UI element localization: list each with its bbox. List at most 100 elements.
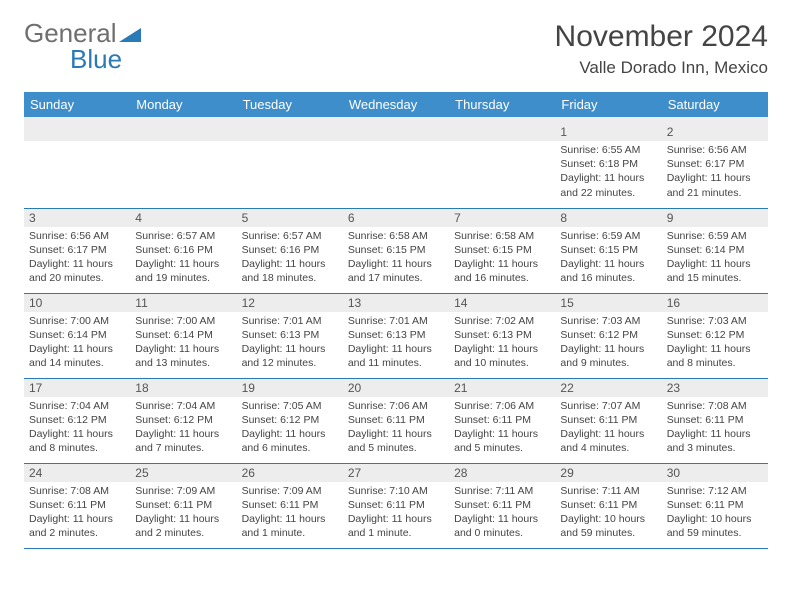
weekday-header: Wednesday <box>343 92 449 117</box>
calendar-day-cell: 25Sunrise: 7:09 AMSunset: 6:11 PMDayligh… <box>130 463 236 548</box>
day-details: Sunrise: 6:59 AMSunset: 6:15 PMDaylight:… <box>555 227 661 290</box>
logo: General Blue <box>24 20 141 72</box>
sunset-text: Sunset: 6:17 PM <box>667 157 763 171</box>
daylight-line-1: Daylight: 11 hours <box>242 512 338 526</box>
sunset-text: Sunset: 6:15 PM <box>454 243 550 257</box>
daylight-line-2: and 6 minutes. <box>242 441 338 455</box>
calendar-day-cell: 14Sunrise: 7:02 AMSunset: 6:13 PMDayligh… <box>449 293 555 378</box>
day-number: 18 <box>130 379 236 397</box>
sunset-text: Sunset: 6:14 PM <box>667 243 763 257</box>
daylight-line-2: and 14 minutes. <box>29 356 125 370</box>
sunrise-text: Sunrise: 6:58 AM <box>348 229 444 243</box>
sunrise-text: Sunrise: 7:09 AM <box>135 484 231 498</box>
sunrise-text: Sunrise: 7:11 AM <box>454 484 550 498</box>
daylight-line-1: Daylight: 11 hours <box>29 512 125 526</box>
day-number: 6 <box>343 209 449 227</box>
calendar-empty-cell <box>24 123 130 208</box>
logo-triangle-icon <box>119 20 141 46</box>
weekday-header: Tuesday <box>237 92 343 117</box>
logo-word-2: Blue <box>70 44 122 74</box>
day-number: 26 <box>237 464 343 482</box>
calendar-page: General Blue November 2024 Valle Dorado … <box>0 0 792 612</box>
day-number: 21 <box>449 379 555 397</box>
calendar-day-cell: 21Sunrise: 7:06 AMSunset: 6:11 PMDayligh… <box>449 378 555 463</box>
daylight-line-1: Daylight: 11 hours <box>560 342 656 356</box>
daylight-line-2: and 2 minutes. <box>135 526 231 540</box>
day-details: Sunrise: 7:01 AMSunset: 6:13 PMDaylight:… <box>343 312 449 375</box>
daylight-line-2: and 2 minutes. <box>29 526 125 540</box>
day-number: 5 <box>237 209 343 227</box>
sunrise-text: Sunrise: 7:02 AM <box>454 314 550 328</box>
calendar-day-cell: 15Sunrise: 7:03 AMSunset: 6:12 PMDayligh… <box>555 293 661 378</box>
calendar-day-cell: 4Sunrise: 6:57 AMSunset: 6:16 PMDaylight… <box>130 208 236 293</box>
daylight-line-1: Daylight: 11 hours <box>560 171 656 185</box>
daylight-line-1: Daylight: 11 hours <box>667 427 763 441</box>
calendar-day-cell: 26Sunrise: 7:09 AMSunset: 6:11 PMDayligh… <box>237 463 343 548</box>
day-number: 30 <box>662 464 768 482</box>
sunrise-text: Sunrise: 7:05 AM <box>242 399 338 413</box>
sunrise-text: Sunrise: 6:58 AM <box>454 229 550 243</box>
day-number: 4 <box>130 209 236 227</box>
daylight-line-2: and 18 minutes. <box>242 271 338 285</box>
daylight-line-1: Daylight: 11 hours <box>242 257 338 271</box>
calendar-empty-cell <box>237 123 343 208</box>
day-details: Sunrise: 7:00 AMSunset: 6:14 PMDaylight:… <box>24 312 130 375</box>
daylight-line-2: and 59 minutes. <box>667 526 763 540</box>
day-number: 27 <box>343 464 449 482</box>
weekday-header: Friday <box>555 92 661 117</box>
sunset-text: Sunset: 6:15 PM <box>348 243 444 257</box>
daylight-line-1: Daylight: 11 hours <box>135 512 231 526</box>
sunset-text: Sunset: 6:12 PM <box>135 413 231 427</box>
day-number: 15 <box>555 294 661 312</box>
day-details: Sunrise: 6:58 AMSunset: 6:15 PMDaylight:… <box>449 227 555 290</box>
calendar-day-cell: 13Sunrise: 7:01 AMSunset: 6:13 PMDayligh… <box>343 293 449 378</box>
sunset-text: Sunset: 6:12 PM <box>242 413 338 427</box>
sunset-text: Sunset: 6:14 PM <box>29 328 125 342</box>
sunset-text: Sunset: 6:12 PM <box>667 328 763 342</box>
daylight-line-1: Daylight: 11 hours <box>242 342 338 356</box>
day-details: Sunrise: 7:12 AMSunset: 6:11 PMDaylight:… <box>662 482 768 545</box>
sunset-text: Sunset: 6:11 PM <box>454 498 550 512</box>
sunrise-text: Sunrise: 7:10 AM <box>348 484 444 498</box>
daylight-line-1: Daylight: 11 hours <box>560 427 656 441</box>
sunset-text: Sunset: 6:11 PM <box>242 498 338 512</box>
logo-text: General Blue <box>24 20 141 72</box>
calendar-day-cell: 19Sunrise: 7:05 AMSunset: 6:12 PMDayligh… <box>237 378 343 463</box>
day-number: 10 <box>24 294 130 312</box>
daylight-line-1: Daylight: 11 hours <box>667 171 763 185</box>
sunrise-text: Sunrise: 6:59 AM <box>667 229 763 243</box>
day-number: 3 <box>24 209 130 227</box>
day-number: 12 <box>237 294 343 312</box>
daylight-line-1: Daylight: 11 hours <box>135 342 231 356</box>
day-details: Sunrise: 6:56 AMSunset: 6:17 PMDaylight:… <box>24 227 130 290</box>
sunset-text: Sunset: 6:12 PM <box>560 328 656 342</box>
day-number: 16 <box>662 294 768 312</box>
sunrise-text: Sunrise: 6:55 AM <box>560 143 656 157</box>
title-block: November 2024 Valle Dorado Inn, Mexico <box>555 20 768 78</box>
sunrise-text: Sunrise: 7:03 AM <box>667 314 763 328</box>
day-details: Sunrise: 7:08 AMSunset: 6:11 PMDaylight:… <box>24 482 130 545</box>
daylight-line-2: and 59 minutes. <box>560 526 656 540</box>
day-number: 14 <box>449 294 555 312</box>
daylight-line-1: Daylight: 11 hours <box>667 257 763 271</box>
daylight-line-2: and 7 minutes. <box>135 441 231 455</box>
day-details: Sunrise: 7:06 AMSunset: 6:11 PMDaylight:… <box>449 397 555 460</box>
sunset-text: Sunset: 6:16 PM <box>242 243 338 257</box>
daylight-line-2: and 19 minutes. <box>135 271 231 285</box>
sunset-text: Sunset: 6:17 PM <box>29 243 125 257</box>
daylight-line-1: Daylight: 10 hours <box>560 512 656 526</box>
day-details: Sunrise: 7:11 AMSunset: 6:11 PMDaylight:… <box>449 482 555 545</box>
day-number: 8 <box>555 209 661 227</box>
daylight-line-1: Daylight: 11 hours <box>135 427 231 441</box>
sunrise-text: Sunrise: 6:57 AM <box>242 229 338 243</box>
sunset-text: Sunset: 6:11 PM <box>348 413 444 427</box>
day-number: 13 <box>343 294 449 312</box>
weekday-header: Thursday <box>449 92 555 117</box>
day-details: Sunrise: 7:01 AMSunset: 6:13 PMDaylight:… <box>237 312 343 375</box>
sunset-text: Sunset: 6:11 PM <box>667 413 763 427</box>
day-details: Sunrise: 7:04 AMSunset: 6:12 PMDaylight:… <box>24 397 130 460</box>
daylight-line-1: Daylight: 11 hours <box>454 342 550 356</box>
sunrise-text: Sunrise: 7:06 AM <box>348 399 444 413</box>
daylight-line-2: and 17 minutes. <box>348 271 444 285</box>
calendar-day-cell: 16Sunrise: 7:03 AMSunset: 6:12 PMDayligh… <box>662 293 768 378</box>
